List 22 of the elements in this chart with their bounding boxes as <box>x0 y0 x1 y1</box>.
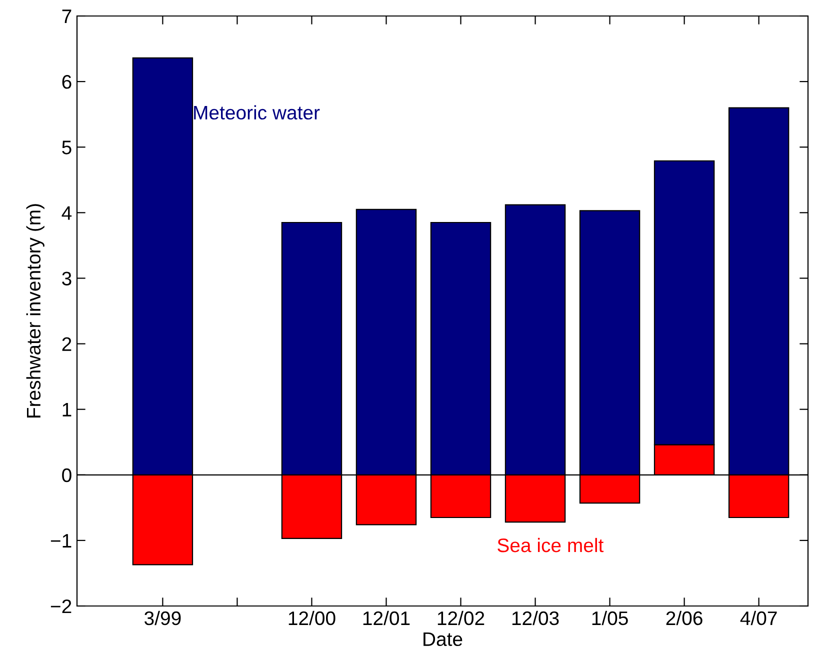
y-tick-label: 3 <box>62 272 72 286</box>
x-tick-label: 12/00 <box>288 610 336 626</box>
x-tick-label: 1/05 <box>592 610 628 626</box>
y-tick-label: 7 <box>62 10 72 24</box>
y-axis-title: Freshwater inventory (m) <box>26 204 44 418</box>
series-label: Sea ice melt <box>498 538 604 552</box>
y-tick-label: −2 <box>50 599 72 614</box>
x-tick-label: 4/07 <box>740 610 777 626</box>
y-tick-label: 2 <box>62 337 72 351</box>
y-tick-label: −1 <box>50 534 72 548</box>
y-tick-label: 4 <box>62 206 72 220</box>
x-axis-title: Date <box>424 632 462 646</box>
x-tick-label: 12/01 <box>363 610 410 626</box>
series-label: Meteoric water <box>194 105 320 120</box>
x-tick-label: 3/99 <box>144 610 181 626</box>
x-tick-label: 2/06 <box>666 610 702 626</box>
x-tick-label: 12/03 <box>512 610 559 626</box>
x-tick-label: 12/02 <box>438 610 484 626</box>
y-tick-label: 5 <box>62 140 72 154</box>
y-tick-label: 6 <box>62 75 72 89</box>
y-tick-label: 1 <box>62 403 72 416</box>
y-tick-label: 0 <box>62 468 72 482</box>
